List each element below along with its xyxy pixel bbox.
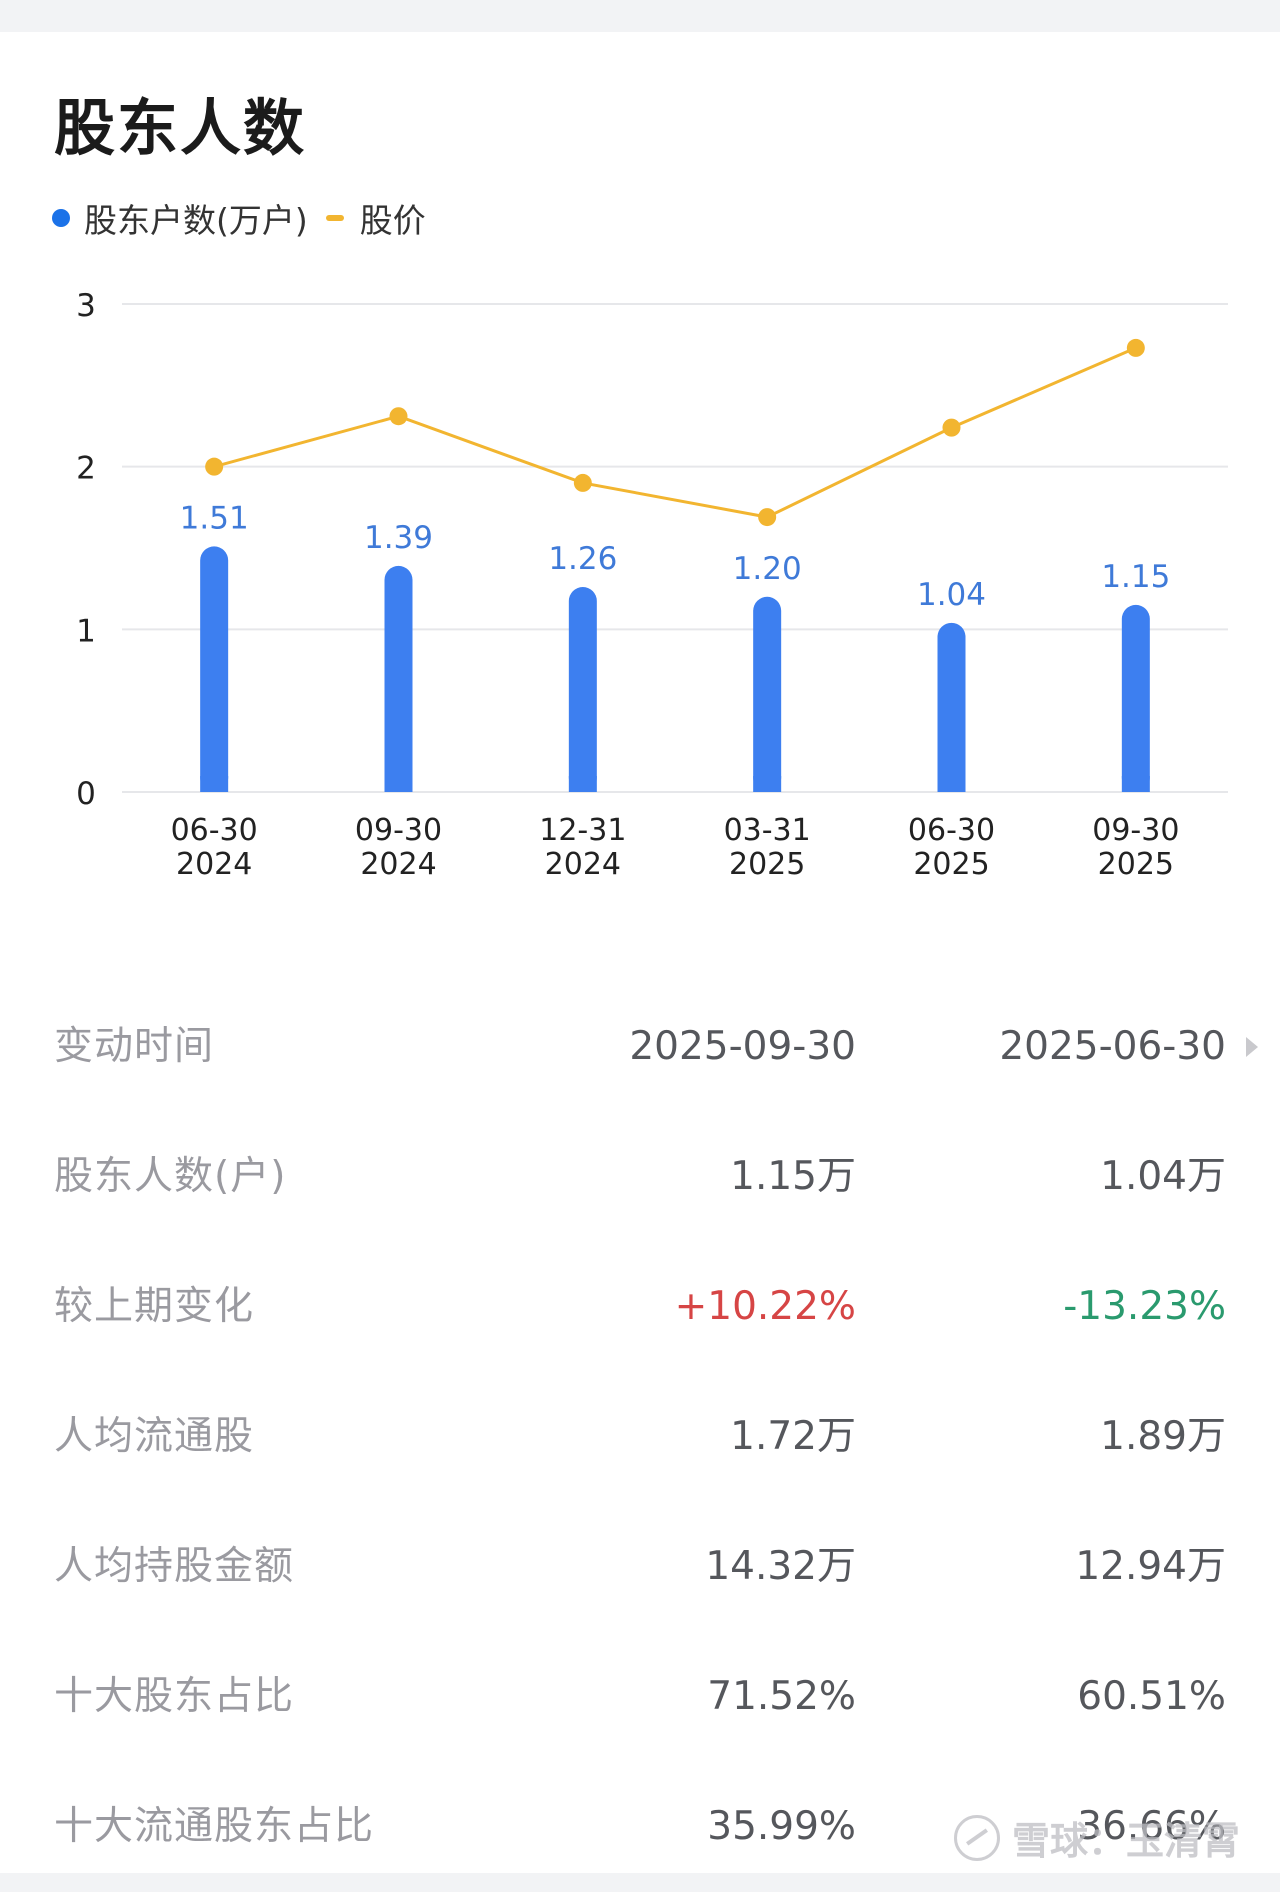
table-row: 十大股东占比 71.52% 60.51% bbox=[0, 1632, 1280, 1762]
row-label: 人均持股金额 bbox=[54, 1544, 295, 1589]
shareholder-table: 变动时间 2025-09-30 2025-06-30 股东人数(户) 1.15万… bbox=[0, 982, 1280, 1892]
row-value-1: 35.99% bbox=[707, 1804, 856, 1849]
table-row: 人均流通股 1.72万 1.89万 bbox=[0, 1372, 1280, 1502]
table-row: 十大流通股东占比 35.99% 36.66% bbox=[0, 1762, 1280, 1892]
x-tick-label: 06-30 bbox=[171, 813, 258, 848]
bar-base bbox=[568, 776, 597, 792]
row-value-1: 1.72万 bbox=[730, 1414, 856, 1459]
x-tick-label: 2025 bbox=[729, 847, 805, 882]
bar-data-label: 1.15 bbox=[1101, 559, 1170, 595]
row-value-2: 1.89万 bbox=[1100, 1414, 1226, 1459]
x-tick-label: 2024 bbox=[360, 847, 436, 882]
row-value-2: 36.66% bbox=[1077, 1804, 1226, 1849]
bar bbox=[1121, 604, 1150, 792]
y-tick-label: 2 bbox=[76, 451, 96, 487]
price-point bbox=[1126, 338, 1145, 357]
chevron-right-icon[interactable] bbox=[1246, 1037, 1258, 1057]
bar-data-label: 1.51 bbox=[180, 500, 249, 536]
price-point bbox=[205, 457, 224, 476]
row-value-2: -13.23% bbox=[1063, 1284, 1226, 1329]
x-tick-label: 06-30 bbox=[908, 813, 995, 848]
y-tick-label: 0 bbox=[76, 776, 96, 812]
row-value-2: 1.04万 bbox=[1100, 1154, 1226, 1199]
row-value-1: 14.32万 bbox=[705, 1544, 856, 1589]
bar bbox=[384, 565, 413, 792]
row-label: 股东人数(户) bbox=[54, 1154, 287, 1199]
legend-label-price: 股价 bbox=[359, 201, 426, 240]
watermark: 雪球：玉清霄 bbox=[953, 1810, 1240, 1865]
x-tick-label: 2025 bbox=[1098, 847, 1174, 882]
row-label: 较上期变化 bbox=[54, 1284, 255, 1329]
y-tick-label: 1 bbox=[76, 613, 96, 649]
x-tick-label: 09-30 bbox=[1092, 813, 1179, 848]
table-row: 股东人数(户) 1.15万 1.04万 bbox=[0, 1112, 1280, 1242]
bar-data-label: 1.04 bbox=[917, 577, 986, 613]
bar-base bbox=[384, 776, 413, 792]
table-row: 人均持股金额 14.32万 12.94万 bbox=[0, 1502, 1280, 1632]
page-title: 股东人数 bbox=[54, 93, 307, 164]
x-tick-label: 03-31 bbox=[724, 813, 811, 848]
x-tick-label: 2025 bbox=[913, 847, 989, 882]
bar-data-label: 1.26 bbox=[548, 541, 617, 577]
bar-base bbox=[200, 776, 229, 792]
bar-data-label: 1.39 bbox=[364, 520, 433, 556]
row-value-2: 60.51% bbox=[1077, 1674, 1226, 1719]
legend-dash-icon bbox=[325, 215, 344, 221]
x-tick-label: 2024 bbox=[176, 847, 252, 882]
row-value-1: 71.52% bbox=[707, 1674, 856, 1719]
table-row: 较上期变化 +10.22% -13.23% bbox=[0, 1242, 1280, 1372]
snowball-logo-icon bbox=[953, 1814, 1000, 1861]
price-point bbox=[758, 508, 777, 527]
x-tick-label: 12-31 bbox=[539, 813, 626, 848]
bar bbox=[200, 546, 229, 792]
bar-base bbox=[1121, 776, 1150, 792]
row-label: 十大股东占比 bbox=[54, 1674, 295, 1719]
legend-item-price[interactable]: 股价 bbox=[325, 194, 426, 242]
x-tick-label: 2024 bbox=[545, 847, 621, 882]
y-tick-label: 3 bbox=[76, 288, 96, 324]
bar bbox=[753, 596, 782, 792]
bar-base bbox=[937, 776, 966, 792]
row-value-2: 12.94万 bbox=[1075, 1544, 1226, 1589]
header-date-1: 2025-09-30 bbox=[629, 1024, 856, 1069]
price-point bbox=[573, 473, 592, 492]
bar bbox=[937, 622, 966, 792]
table-header-row[interactable]: 变动时间 2025-09-30 2025-06-30 bbox=[0, 982, 1280, 1112]
bar-data-label: 1.20 bbox=[733, 551, 802, 587]
shareholder-card: 股东人数 股东户数(万户) 股价 0 1 2 3 1.51 1.39 1.26 1.20 1.0… bbox=[0, 32, 1280, 1873]
legend-label-holders: 股东户数(万户) bbox=[84, 201, 308, 240]
price-line bbox=[213, 346, 1137, 519]
header-label: 变动时间 bbox=[54, 1024, 215, 1069]
x-tick-label: 09-30 bbox=[355, 813, 442, 848]
row-value-1: +10.22% bbox=[674, 1284, 856, 1329]
watermark-text: 雪球：玉清霄 bbox=[1011, 1819, 1240, 1863]
chart-legend: 股东户数(万户) 股价 bbox=[52, 194, 444, 242]
row-label: 人均流通股 bbox=[54, 1414, 255, 1459]
bar-base bbox=[753, 776, 782, 792]
row-value-1: 1.15万 bbox=[730, 1154, 856, 1199]
legend-item-holders[interactable]: 股东户数(万户) bbox=[52, 194, 308, 242]
header-date-2: 2025-06-30 bbox=[999, 1024, 1226, 1069]
price-point bbox=[389, 407, 408, 426]
row-label: 十大流通股东占比 bbox=[54, 1804, 375, 1849]
legend-dot-icon bbox=[52, 209, 70, 227]
price-point bbox=[942, 418, 961, 437]
bar bbox=[568, 587, 597, 792]
